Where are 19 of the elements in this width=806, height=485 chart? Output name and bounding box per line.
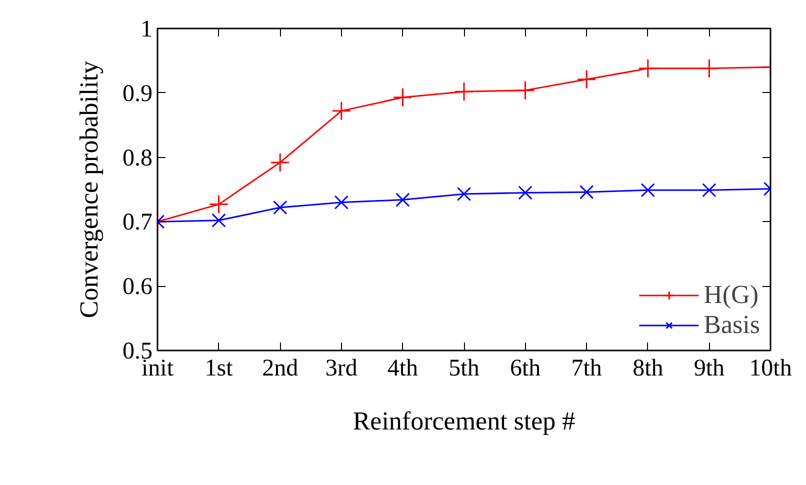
x-tick-label: 5th [448,356,480,382]
x-tick-label: 10th [749,356,792,382]
y-tick-label: 0.9 [122,80,152,107]
x-tick-label: 2nd [262,356,298,382]
x-tick-label: 8th [632,356,664,382]
y-tick-label: 0.6 [122,274,152,300]
legend-label: H(G) [704,280,759,310]
x-tick-label: 4th [387,356,418,382]
x-tick-label: 7th [571,356,602,382]
x-tick-label: 3rd [325,356,358,382]
x-tick-label: 9th [694,356,725,382]
x-tick-label: 1st [204,356,234,382]
y-axis-title: Convergence probability [74,60,104,318]
x-axis-title: Reinforcement step # [352,406,576,436]
x-tick-label: 6th [510,356,541,382]
legend-label: Basis [704,310,760,340]
y-tick-label: 0.7 [122,210,152,236]
y-tick-label: 1 [140,16,152,42]
y-tick-label: 0.8 [122,145,152,172]
